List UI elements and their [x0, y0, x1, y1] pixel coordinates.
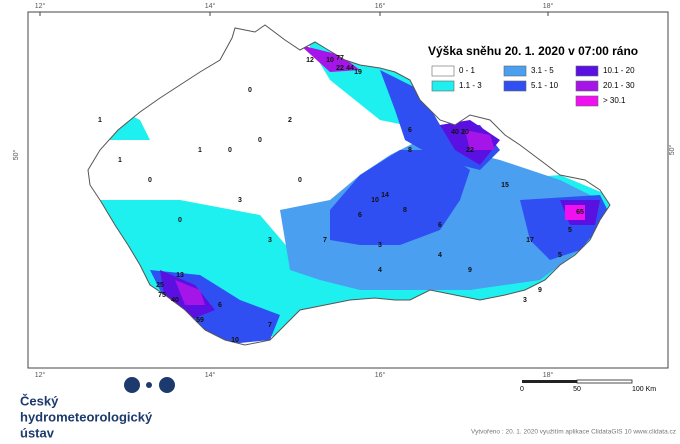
station-value: 6 — [358, 212, 362, 219]
station-value: 1 — [98, 117, 102, 124]
legend-label: 1.1 - 3 — [459, 81, 482, 90]
legend-swatch — [575, 80, 599, 92]
legend-swatch — [431, 80, 455, 92]
station-value: 7 — [323, 237, 327, 244]
logo-text: Český — [20, 393, 59, 408]
legend-swatch — [503, 65, 527, 77]
station-value: 17 — [526, 237, 534, 244]
graticule-label: 50° — [668, 145, 676, 156]
legend-label: 3.1 - 5 — [531, 66, 554, 75]
area — [565, 205, 585, 220]
station-value: 44 — [346, 65, 354, 72]
station-value: 3 — [238, 197, 242, 204]
station-value: 19 — [354, 69, 362, 76]
legend-title: Výška sněhu 20. 1. 2020 v 07:00 ráno — [428, 44, 638, 58]
station-value: 3 — [268, 237, 272, 244]
scale-label: 100 Km — [632, 386, 656, 393]
graticule-label: 16° — [375, 371, 386, 379]
legend-swatch — [431, 65, 455, 77]
scale-seg — [522, 380, 577, 383]
map-frame — [27, 11, 669, 369]
graticule-ticks: 12° 12° 14° 14° 16° 16° 18° 18° 50° 50° — [12, 2, 676, 379]
station-value: 5 — [558, 252, 562, 259]
footer: Vytvořeno : 20. 1. 2020 využitím aplikac… — [471, 429, 676, 436]
station-value: 0 — [178, 217, 182, 224]
station-value: 65 — [576, 209, 584, 216]
legend-label: 5.1 - 10 — [531, 81, 559, 90]
station-value: 0 — [248, 87, 252, 94]
station-value: 7 — [268, 322, 272, 329]
station-value: 12 — [306, 57, 314, 64]
graticule-label: 14° — [205, 371, 216, 379]
station-value: 40 — [171, 297, 179, 304]
scale-seg — [576, 379, 633, 384]
station-value: 13 — [176, 272, 184, 279]
logo-mark — [159, 377, 175, 393]
legend: Výška sněhu 20. 1. 2020 v 07:00 ráno 0 -… — [428, 44, 638, 107]
scale-label: 0 — [520, 386, 524, 393]
legend-swatch — [575, 65, 599, 77]
area — [465, 130, 495, 150]
station-value: 77 — [336, 55, 344, 62]
legend-swatch — [575, 95, 599, 107]
logo: Český hydrometeorologický ústav — [20, 377, 175, 440]
graticule-label: 50° — [12, 150, 20, 161]
graticule-label: 18° — [543, 2, 554, 10]
area — [175, 280, 205, 305]
scale-label: 50 — [573, 386, 581, 393]
logo-mark — [124, 377, 140, 393]
legend-label: 0 - 1 — [459, 66, 476, 75]
station-value: 0 — [298, 177, 302, 184]
graticule-label: 18° — [543, 371, 554, 379]
station-value: 0 — [258, 137, 262, 144]
station-value: 20 — [461, 129, 469, 136]
station-value: 10 — [326, 57, 334, 64]
graticule-label: 12° — [35, 371, 46, 379]
station-value: 9 — [538, 287, 542, 294]
station-value: 0 — [148, 177, 152, 184]
logo-mark — [146, 382, 152, 388]
logo-text: ústav — [20, 425, 55, 439]
scale-bar: 0 50 100 Km — [520, 379, 656, 393]
station-value: 6 — [438, 222, 442, 229]
station-value: 8 — [403, 207, 407, 214]
graticule-label: 14° — [205, 2, 216, 10]
station-value: 3 — [523, 297, 527, 304]
station-value: 6 — [408, 127, 412, 134]
legend-label: 20.1 - 30 — [603, 81, 635, 90]
station-value: 0 — [228, 147, 232, 154]
station-value: 4 — [378, 267, 382, 274]
station-value: 10 — [231, 337, 239, 344]
legend-label: > 30.1 — [603, 96, 626, 105]
station-value: 1 — [198, 147, 202, 154]
station-value: 40 — [451, 129, 459, 136]
station-value: 25 — [156, 282, 164, 289]
station-value: 2 — [288, 117, 292, 124]
station-value: 75 — [158, 292, 166, 299]
station-value: 1 — [118, 157, 122, 164]
logo-text: hydrometeorologický — [20, 409, 153, 424]
legend-swatch — [503, 80, 527, 92]
station-value: 8 — [408, 147, 412, 154]
graticule-label: 16° — [375, 2, 386, 10]
station-value: 5 — [568, 227, 572, 234]
station-value: 10 — [371, 197, 379, 204]
legend-label: 10.1 - 20 — [603, 66, 635, 75]
station-value: 6 — [218, 302, 222, 309]
station-value: 15 — [501, 182, 509, 189]
station-value: 4 — [438, 252, 442, 259]
station-value: 22 — [336, 65, 344, 72]
graticule-label: 12° — [35, 2, 46, 10]
station-value: 14 — [381, 192, 389, 199]
station-value: 3 — [378, 242, 382, 249]
area — [330, 150, 470, 245]
station-value: 22 — [466, 147, 474, 154]
station-value: 9 — [468, 267, 472, 274]
area — [300, 45, 360, 72]
station-value: 59 — [196, 317, 204, 324]
